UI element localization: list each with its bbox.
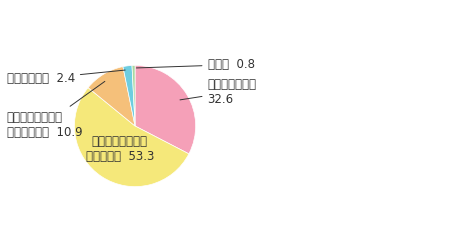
Wedge shape <box>135 66 195 154</box>
Text: どちらかといえば
感じている  53.3: どちらかといえば 感じている 53.3 <box>85 135 154 163</box>
Text: 感じていない  2.4: 感じていない 2.4 <box>6 70 125 85</box>
Text: 無回答  0.8: 無回答 0.8 <box>136 58 254 71</box>
Wedge shape <box>132 66 135 126</box>
Wedge shape <box>123 66 135 126</box>
Wedge shape <box>74 88 189 186</box>
Wedge shape <box>88 66 135 126</box>
Text: どちらかといえば
感じていない  10.9: どちらかといえば 感じていない 10.9 <box>6 81 105 139</box>
Text: 強く感じている
32.6: 強く感じている 32.6 <box>179 78 256 106</box>
